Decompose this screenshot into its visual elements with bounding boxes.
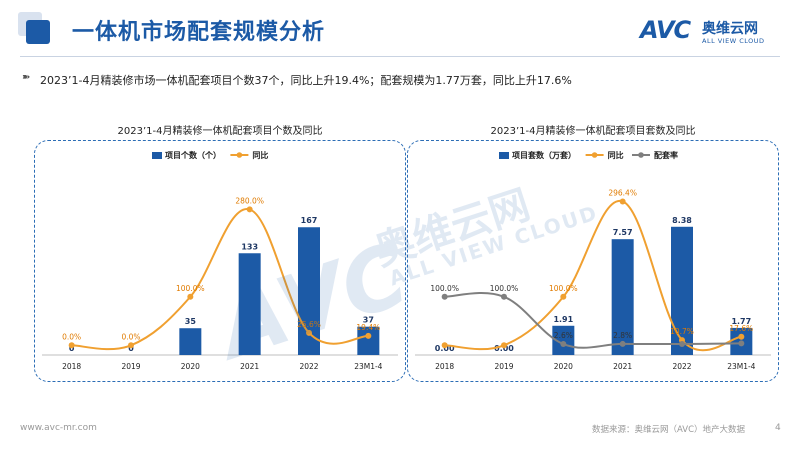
line-point bbox=[365, 332, 372, 339]
legend-line-marker bbox=[638, 152, 644, 158]
legend-label: 项目套数（万套） bbox=[512, 150, 576, 160]
bar-data-label: 1.91 bbox=[553, 315, 573, 324]
x-tick-label: 23M1-4 bbox=[727, 362, 755, 371]
header-bar: 一体机市场配套规模分析 AVC 奥维云网 ALL VIEW CLOUD bbox=[0, 0, 800, 58]
series-line bbox=[444, 200, 742, 352]
chart-panel-left bbox=[34, 140, 406, 382]
bar-data-label: 0.00 bbox=[494, 344, 514, 353]
bar bbox=[179, 328, 202, 355]
line-point bbox=[619, 198, 626, 205]
bar-data-label: 0 bbox=[69, 344, 75, 353]
line-data-label: 100.0% bbox=[176, 284, 205, 293]
line-point bbox=[560, 341, 567, 348]
x-tick-label: 2018 bbox=[435, 362, 454, 371]
bar-data-label: 1.77 bbox=[731, 317, 751, 326]
x-tick-label: 2022 bbox=[299, 362, 318, 371]
chart-right: 项目套数（万套） 同比 配套率 2018 2019 2020 2021 2022 23M1-4 0… bbox=[407, 140, 779, 382]
line-point bbox=[441, 342, 448, 349]
legend-label: 配套率 bbox=[654, 150, 678, 160]
legend: 项目套数（万套） 同比 配套率 bbox=[499, 150, 678, 160]
x-tick-label: 2020 bbox=[181, 362, 200, 371]
footer-url[interactable]: www.avc-mr.com bbox=[20, 423, 97, 433]
line-point bbox=[560, 293, 567, 300]
chart-left: 项目个数（个） 同比 2018 2019 2020 2021 2022 23M1-4 0 0 35 1… bbox=[34, 140, 406, 382]
x-tick-label: 23M1-4 bbox=[354, 362, 382, 371]
line-data-label: 2.6% bbox=[554, 331, 573, 340]
legend: 项目个数（个） 同比 bbox=[152, 150, 268, 160]
title-divider bbox=[20, 56, 780, 57]
line-point bbox=[619, 340, 626, 347]
bar-data-label: 7.57 bbox=[613, 228, 633, 237]
legend-label: 同比 bbox=[608, 150, 624, 160]
logo-en: ALL VIEW CLOUD bbox=[702, 37, 765, 45]
bar bbox=[238, 253, 261, 355]
line-point bbox=[501, 293, 507, 300]
line-data-label: 10.7% bbox=[670, 327, 694, 336]
line-data-label: 296.4% bbox=[608, 188, 637, 197]
line-data-label: 25.6% bbox=[297, 320, 321, 329]
line-data-label: 0.0% bbox=[62, 332, 81, 341]
series-line bbox=[444, 292, 742, 349]
line-data-label: 19.4% bbox=[356, 323, 380, 332]
bar-data-label: 0.00 bbox=[435, 344, 455, 353]
line-data-label: 280.0% bbox=[235, 196, 264, 205]
line-point bbox=[68, 342, 75, 349]
page-title: 一体机市场配套规模分析 bbox=[72, 20, 326, 45]
x-tick-label: 2021 bbox=[613, 362, 632, 371]
x-tick-label: 2022 bbox=[672, 362, 691, 371]
header-decoration bbox=[18, 12, 52, 46]
bar bbox=[611, 239, 634, 355]
series-line bbox=[71, 208, 369, 351]
line-point bbox=[128, 342, 134, 349]
bullet-arrow-icon: ➽ bbox=[22, 72, 31, 83]
line-data-label: 100.0% bbox=[430, 284, 459, 293]
legend-label: 同比 bbox=[252, 150, 268, 160]
logo-mark: AVC bbox=[640, 16, 691, 44]
avc-logo: AVC 奥维云网 ALL VIEW CLOUD bbox=[640, 16, 780, 50]
page-number: 4 bbox=[775, 423, 781, 433]
line-point bbox=[441, 293, 448, 300]
bar bbox=[298, 227, 320, 355]
bar-data-label: 167 bbox=[301, 216, 318, 225]
bar bbox=[671, 226, 693, 355]
bar bbox=[552, 325, 575, 355]
chart-title-left: 2023’1-4月精装修一体机配套项目个数及同比 bbox=[117, 126, 323, 137]
legend-label: 项目个数（个） bbox=[165, 150, 221, 160]
bar bbox=[357, 326, 380, 355]
line-point bbox=[306, 329, 312, 336]
line-point bbox=[738, 333, 745, 340]
x-tick-label: 2020 bbox=[554, 362, 573, 371]
chart-panel-right bbox=[407, 140, 779, 382]
legend-bar-swatch bbox=[152, 152, 162, 159]
line-data-label: 100.0% bbox=[549, 284, 578, 293]
summary-text: 2023’1-4月精装修市场一体机配套项目个数37个，同比上升19.4%；配套规… bbox=[40, 74, 572, 87]
line-point bbox=[738, 340, 745, 347]
bar-data-label: 0 bbox=[128, 344, 134, 353]
legend-bar-swatch bbox=[499, 152, 509, 159]
x-tick-label: 2019 bbox=[121, 362, 140, 371]
footer-source: 数据来源：奥维云网（AVC）地产大数据 bbox=[592, 425, 746, 435]
bar-data-label: 133 bbox=[241, 242, 258, 251]
legend-line-marker bbox=[236, 152, 243, 158]
bar-data-label: 37 bbox=[363, 316, 374, 325]
chart-right-svg: 项目套数（万套） 同比 配套率 2018 2019 2020 2021 2022 23M1-4 0… bbox=[415, 150, 771, 371]
bar-data-label: 35 bbox=[185, 317, 197, 326]
line-point bbox=[679, 340, 685, 347]
line-data-label: 2.8% bbox=[613, 331, 632, 340]
x-tick-label: 2018 bbox=[62, 362, 81, 371]
bar-data-label: 8.38 bbox=[672, 216, 692, 225]
x-tick-label: 2019 bbox=[494, 362, 513, 371]
line-data-label: 17.6% bbox=[729, 324, 753, 333]
line-point bbox=[501, 342, 507, 349]
line-data-label: 100.0% bbox=[490, 284, 519, 293]
x-tick-label: 2021 bbox=[240, 362, 259, 371]
logo-cn: 奥维云网 bbox=[702, 21, 758, 37]
line-point bbox=[246, 206, 253, 213]
line-point bbox=[187, 293, 194, 300]
chart-title-right: 2023’1-4月精装修一体机配套项目套数及同比 bbox=[490, 126, 696, 137]
line-data-label: 0.0% bbox=[121, 332, 140, 341]
chart-left-svg: 项目个数（个） 同比 2018 2019 2020 2021 2022 23M1-4 0 0 35 1… bbox=[42, 150, 398, 371]
legend-line-marker bbox=[591, 152, 598, 158]
